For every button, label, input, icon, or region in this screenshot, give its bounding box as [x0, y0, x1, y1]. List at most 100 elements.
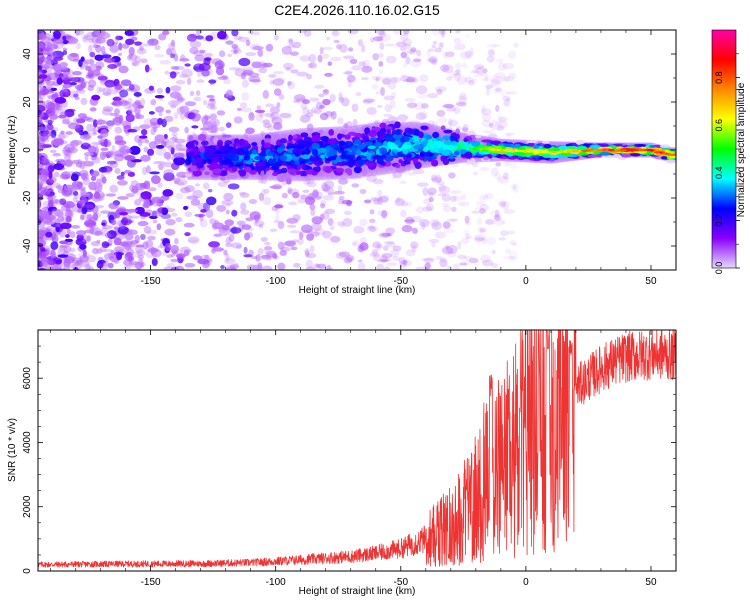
noise-blob: [229, 227, 242, 234]
signal-blob: [280, 138, 288, 144]
noise-blob: [224, 258, 236, 265]
noise-blob: [162, 161, 174, 168]
noise-blob: [80, 173, 88, 180]
noise-blob: [400, 259, 413, 267]
signal-blob: [189, 165, 198, 169]
noise-blob: [38, 246, 41, 254]
noise-blob: [72, 70, 82, 76]
noise-blob: [412, 227, 418, 234]
noise-blob: [336, 221, 345, 227]
noise-blob: [94, 187, 99, 193]
noise-blob: [441, 246, 454, 255]
noise-blob: [300, 102, 308, 110]
noise-blob: [509, 161, 518, 169]
noise-blob: [65, 108, 76, 112]
noise-blob: [347, 79, 352, 88]
noise-blob: [102, 248, 114, 253]
noise-blob: [240, 202, 247, 211]
noise-blob: [472, 67, 478, 74]
noise-blob: [470, 70, 480, 74]
noise-blob: [201, 254, 209, 260]
noise-blob: [85, 191, 94, 200]
noise-blob: [73, 93, 79, 98]
noise-blob: [409, 241, 419, 249]
noise-blob: [50, 264, 62, 270]
noise-blob: [458, 96, 467, 105]
noise-blob: [347, 47, 354, 52]
noise-blob: [137, 104, 144, 109]
noise-blob: [65, 234, 70, 238]
noise-blob: [296, 71, 309, 77]
signal-blob: [422, 147, 429, 153]
noise-blob: [478, 195, 486, 201]
noise-blob: [78, 251, 90, 260]
noise-blob: [143, 180, 151, 190]
noise-blob: [404, 97, 416, 103]
noise-blob: [479, 208, 486, 214]
signal-blob: [660, 156, 668, 160]
noise-blob: [86, 132, 98, 136]
noise-blob: [509, 240, 517, 246]
noise-blob: [276, 102, 281, 108]
noise-blob: [490, 262, 499, 269]
noise-blob: [106, 161, 115, 167]
y-tick-label: 40: [22, 48, 33, 60]
noise-blob: [432, 41, 438, 45]
noise-blob: [319, 112, 329, 121]
noise-blob: [444, 244, 450, 249]
noise-blob: [475, 200, 486, 207]
noise-blob: [373, 36, 383, 42]
noise-blob: [54, 208, 64, 217]
noise-blob: [296, 97, 308, 103]
noise-blob: [325, 267, 334, 270]
noise-blob: [233, 262, 239, 268]
noise-blob: [273, 255, 280, 260]
noise-blob: [487, 48, 495, 56]
noise-blob: [233, 116, 243, 124]
noise-blob: [208, 79, 217, 84]
noise-blob: [406, 49, 418, 55]
noise-blob: [506, 132, 512, 139]
noise-blob: [265, 250, 277, 258]
noise-blob: [493, 213, 502, 223]
noise-blob: [454, 69, 461, 74]
noise-blob: [125, 149, 132, 154]
noise-blob: [143, 180, 151, 185]
noise-blob: [462, 123, 469, 133]
noise-blob: [124, 30, 134, 36]
noise-blob: [439, 258, 448, 268]
noise-blob: [216, 110, 226, 116]
noise-blob: [501, 201, 510, 211]
noise-blob: [112, 116, 124, 123]
noise-blob: [322, 53, 330, 59]
noise-blob: [351, 240, 361, 248]
noise-blob: [175, 217, 183, 223]
noise-blob: [38, 181, 43, 188]
noise-blob: [143, 199, 151, 208]
noise-blob: [40, 157, 46, 164]
noise-blob: [315, 263, 321, 269]
noise-blob: [231, 43, 239, 49]
signal-blob: [195, 157, 204, 162]
noise-blob: [86, 255, 97, 263]
signal-blob: [431, 159, 439, 167]
noise-blob: [248, 112, 255, 121]
noise-blob: [47, 165, 55, 173]
noise-blob: [479, 203, 490, 211]
noise-blob: [486, 43, 498, 48]
noise-blob: [427, 187, 437, 196]
noise-blob: [308, 54, 317, 63]
noise-blob: [91, 247, 99, 255]
noise-blob: [205, 35, 214, 42]
noise-blob: [167, 145, 174, 151]
noise-blob: [186, 77, 192, 85]
noise-blob: [103, 57, 116, 63]
noise-blob: [482, 68, 488, 74]
noise-blob: [53, 171, 60, 178]
signal-blob: [420, 151, 425, 157]
noise-blob: [351, 183, 360, 188]
noise-blob: [191, 125, 199, 129]
spectrogram-x-axis-label: Height of straight line (km): [299, 285, 416, 296]
signal-blob: [276, 147, 283, 154]
noise-blob: [454, 62, 463, 70]
